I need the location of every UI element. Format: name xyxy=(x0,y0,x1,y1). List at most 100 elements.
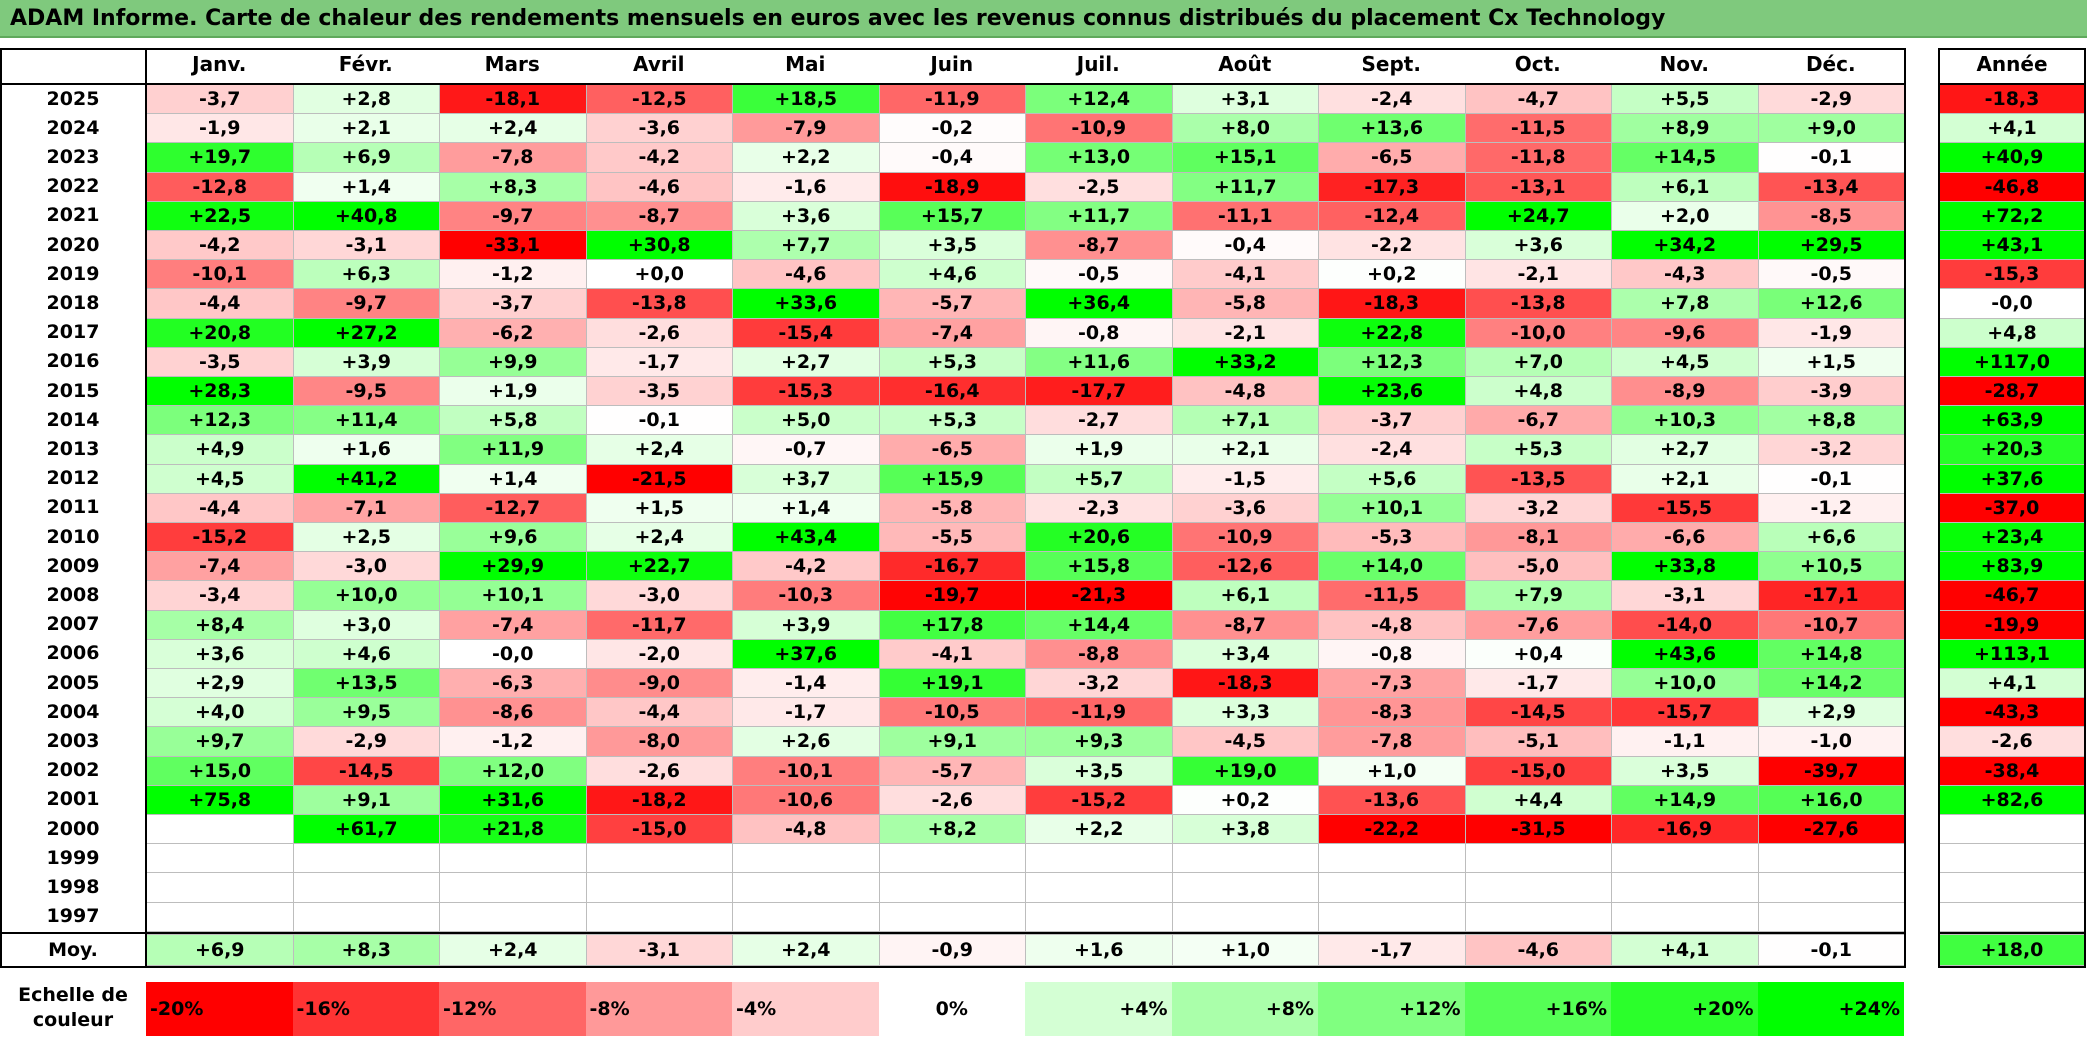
heatmap-cell: -8,5 xyxy=(1757,200,1905,231)
heatmap-cell: -1,1 xyxy=(1611,726,1759,757)
heatmap-cell: -3,9 xyxy=(1757,376,1905,407)
heatmap-cell: +40,8 xyxy=(292,200,440,231)
heatmap-cell: +2,1 xyxy=(1171,434,1319,465)
heatmap-cell: -15,5 xyxy=(1611,492,1759,523)
heatmap-cell: +8,8 xyxy=(1757,405,1905,436)
heatmap-cell: +8,9 xyxy=(1611,113,1759,144)
heatmap-cell: +28,3 xyxy=(146,376,294,407)
year-label: 2019 xyxy=(46,262,100,285)
heatmap-cell: +7,1 xyxy=(1171,405,1319,436)
annual-cell: -18,3 xyxy=(1939,84,2085,115)
heatmap-cell: +6,1 xyxy=(1171,580,1319,611)
heatmap-cell: +24,7 xyxy=(1464,200,1612,231)
heatmap-cell: -4,1 xyxy=(1171,259,1319,290)
annual-cell: -2,6 xyxy=(1939,726,2085,757)
heatmap-cell: -0,0 xyxy=(439,638,587,669)
year-label: 2022 xyxy=(46,175,100,198)
heatmap-cell: -1,2 xyxy=(439,726,587,757)
heatmap-cell: +3,3 xyxy=(1171,697,1319,728)
year-label: 2016 xyxy=(46,350,100,373)
heatmap-cell xyxy=(292,901,440,932)
heatmap-cell: +15,9 xyxy=(878,463,1026,494)
heatmap-cell: -4,2 xyxy=(732,551,880,582)
color-scale-step: +12% xyxy=(1318,982,1465,1036)
heatmap-cell: +2,8 xyxy=(292,84,440,115)
month-header: Mars xyxy=(484,52,540,76)
heatmap-cell: +15,7 xyxy=(878,200,1026,231)
title-banner: ADAM Informe. Carte de chaleur des rende… xyxy=(0,0,2087,38)
heatmap-cell: +4,6 xyxy=(878,259,1026,290)
year-column-rule xyxy=(145,48,147,966)
heatmap-cell: -4,4 xyxy=(585,697,733,728)
heatmap-cell: +6,1 xyxy=(1611,171,1759,202)
average-cell: -3,1 xyxy=(585,934,733,966)
heatmap-cell: +5,3 xyxy=(878,346,1026,377)
month-header: Janv. xyxy=(192,52,247,76)
heatmap-cell: +3,6 xyxy=(1464,230,1612,261)
annual-cell: -0,0 xyxy=(1939,288,2085,319)
annual-cell: +23,4 xyxy=(1939,522,2085,553)
heatmap-cell: -3,2 xyxy=(1757,434,1905,465)
year-label: 2001 xyxy=(46,788,100,811)
heatmap-cell: +3,4 xyxy=(1171,638,1319,669)
heatmap-cell: -4,7 xyxy=(1464,84,1612,115)
heatmap-cell: +8,4 xyxy=(146,609,294,640)
heatmap-cell: +12,3 xyxy=(1318,346,1466,377)
heatmap-cell: +6,6 xyxy=(1757,522,1905,553)
year-label: 2006 xyxy=(46,642,100,665)
heatmap-cell xyxy=(292,872,440,903)
heatmap-cell: -2,9 xyxy=(1757,84,1905,115)
heatmap-cell: +15,8 xyxy=(1025,551,1173,582)
heatmap-cell: -9,6 xyxy=(1611,317,1759,348)
heatmap-cell: +61,7 xyxy=(292,814,440,845)
heatmap-cell: +3,8 xyxy=(1171,814,1319,845)
heatmap-cell xyxy=(1025,872,1173,903)
color-scale-step: +20% xyxy=(1611,982,1758,1036)
heatmap-cell: -10,3 xyxy=(732,580,880,611)
heatmap-cell: -1,9 xyxy=(1757,317,1905,348)
heatmap-cell: +8,0 xyxy=(1171,113,1319,144)
heatmap-cell: -18,3 xyxy=(1318,288,1466,319)
heatmap-cell: +1,5 xyxy=(585,492,733,523)
heatmap-cell: +7,8 xyxy=(1611,288,1759,319)
heatmap-cell xyxy=(439,872,587,903)
heatmap-cell xyxy=(732,843,880,874)
heatmap-cell: +8,3 xyxy=(439,171,587,202)
heatmap-cell: +18,5 xyxy=(732,84,880,115)
heatmap-cell: +2,1 xyxy=(292,113,440,144)
heatmap-cell: -8,7 xyxy=(1171,609,1319,640)
year-label: 2021 xyxy=(46,204,100,227)
heatmap-cell: -17,1 xyxy=(1757,580,1905,611)
heatmap-cell: +21,8 xyxy=(439,814,587,845)
heatmap-cell: -1,7 xyxy=(585,346,733,377)
heatmap-cell: -4,6 xyxy=(585,171,733,202)
heatmap-cell: +6,9 xyxy=(292,142,440,173)
heatmap-cell: +37,6 xyxy=(732,638,880,669)
heatmap-cell: -10,5 xyxy=(878,697,1026,728)
heatmap-cell: +2,6 xyxy=(732,726,880,757)
heatmap-cell: +5,3 xyxy=(878,405,1026,436)
heatmap-cell: -4,6 xyxy=(732,259,880,290)
heatmap-cell: -3,1 xyxy=(292,230,440,261)
heatmap-cell: +1,5 xyxy=(1757,346,1905,377)
annual-cell: +82,6 xyxy=(1939,784,2085,815)
heatmap-cell: -3,6 xyxy=(1171,492,1319,523)
heatmap-cell: -5,1 xyxy=(1464,726,1612,757)
heatmap-cell: +9,7 xyxy=(146,726,294,757)
heatmap-cell: +10,0 xyxy=(292,580,440,611)
heatmap-cell: -0,7 xyxy=(732,434,880,465)
annual-cell: -15,3 xyxy=(1939,259,2085,290)
heatmap-cell: +7,7 xyxy=(732,230,880,261)
year-label: 2015 xyxy=(46,379,100,402)
heatmap-cell: -2,5 xyxy=(1025,171,1173,202)
heatmap-cell xyxy=(1611,872,1759,903)
heatmap-cell: +10,1 xyxy=(439,580,587,611)
heatmap-cell: +2,5 xyxy=(292,522,440,553)
heatmap-cell: +15,0 xyxy=(146,755,294,786)
year-label: 2024 xyxy=(46,116,100,139)
year-label: 2009 xyxy=(46,554,100,577)
heatmap-cell: +0,0 xyxy=(585,259,733,290)
heatmap-cell: -13,5 xyxy=(1464,463,1612,494)
year-label: 2023 xyxy=(46,145,100,168)
heatmap-cell xyxy=(1171,872,1319,903)
